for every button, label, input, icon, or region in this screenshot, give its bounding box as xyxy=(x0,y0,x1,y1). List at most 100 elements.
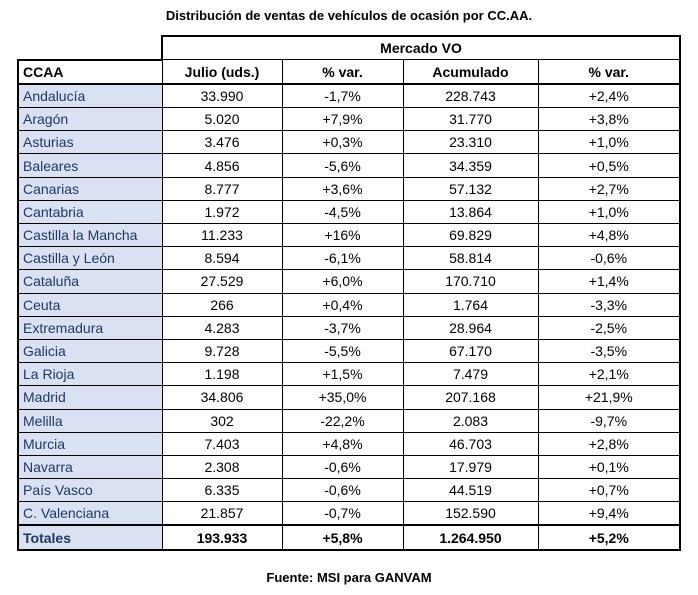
cell-cumulative: 13.864 xyxy=(402,199,539,225)
cell-cumulative: 58.814 xyxy=(402,246,539,271)
cell-july: 33.990 xyxy=(161,83,283,109)
cell-july: 4.856 xyxy=(161,153,283,178)
table-row: Ceuta 266 +0,4% 1.764 -3,3% xyxy=(17,292,682,317)
cell-july-var: +16% xyxy=(281,222,404,248)
table-row: Asturias 3.476 +0,3% 23.310 +1,0% xyxy=(17,130,682,155)
cell-july: 1.198 xyxy=(161,362,283,387)
cell-cumulative: 17.979 xyxy=(402,454,539,480)
cell-region: Cantabria xyxy=(17,199,163,225)
cell-july: 8.594 xyxy=(161,246,283,271)
cell-cumulative-var: +1,4% xyxy=(537,269,682,294)
cell-cumulative-var: +21,9% xyxy=(537,385,682,410)
cell-july-var: +1,5% xyxy=(281,362,404,387)
cell-cumulative-var: +2,8% xyxy=(537,431,682,456)
table-row: Andalucía 33.990 -1,7% 228.743 +2,4% xyxy=(17,83,682,109)
cell-july: 21.857 xyxy=(161,501,283,526)
table-row: País Vasco 6.335 -0,6% 44.519 +0,7% xyxy=(17,478,682,503)
totals-cumulative: 1.264.950 xyxy=(402,524,539,551)
table-row: Navarra 2.308 -0,6% 17.979 +0,1% xyxy=(17,454,682,480)
column-header-cumulative-var: % var. xyxy=(537,59,682,85)
cell-july: 27.529 xyxy=(161,269,283,294)
cell-region: Asturias xyxy=(17,130,163,155)
totals-row: Totales 193.933 +5,8% 1.264.950 +5,2% xyxy=(17,524,682,551)
table-row: Castilla y León 8.594 -6,1% 58.814 -0,6% xyxy=(17,246,682,271)
totals-cumulative-var: +5,2% xyxy=(537,524,682,551)
cell-july: 9.728 xyxy=(161,338,283,364)
cell-region: Baleares xyxy=(17,153,163,178)
column-header-cumulative: Acumulado xyxy=(402,59,539,85)
cell-july-var: +0,3% xyxy=(281,130,404,155)
cell-july: 3.476 xyxy=(161,130,283,155)
cell-july: 34.806 xyxy=(161,385,283,410)
cell-region: Galicia xyxy=(17,338,163,364)
cell-july-var: -0,7% xyxy=(281,501,404,526)
cell-cumulative: 44.519 xyxy=(402,478,539,503)
cell-cumulative-var: +3,8% xyxy=(537,107,682,132)
cell-july: 302 xyxy=(161,408,283,433)
source-note: Fuente: MSI para GANVAM xyxy=(266,570,432,585)
cell-cumulative-var: -0,6% xyxy=(537,246,682,271)
cell-july: 1.972 xyxy=(161,199,283,225)
cell-july-var: +3,6% xyxy=(281,176,404,201)
cell-cumulative: 46.703 xyxy=(402,431,539,456)
cell-july-var: +0,4% xyxy=(281,292,404,317)
cell-cumulative-var: +0,7% xyxy=(537,478,682,503)
table-row: La Rioja 1.198 +1,5% 7.479 +2,1% xyxy=(17,362,682,387)
cell-cumulative: 152.590 xyxy=(402,501,539,526)
cell-region: Andalucía xyxy=(17,83,163,109)
cell-july-var: -6,1% xyxy=(281,246,404,271)
cell-july: 8.777 xyxy=(161,176,283,201)
cell-cumulative: 228.743 xyxy=(402,83,539,109)
totals-label: Totales xyxy=(17,524,163,551)
cell-cumulative-var: -2,5% xyxy=(537,315,682,340)
cell-july-var: -3,7% xyxy=(281,315,404,340)
cell-july: 5.020 xyxy=(161,107,283,132)
cell-july: 266 xyxy=(161,292,283,317)
cell-july-var: -22,2% xyxy=(281,408,404,433)
table-row: C. Valenciana 21.857 -0,7% 152.590 +9,4% xyxy=(17,501,682,526)
cell-region: Ceuta xyxy=(17,292,163,317)
cell-july: 6.335 xyxy=(161,478,283,503)
totals-july: 193.933 xyxy=(161,524,283,551)
table-row: Murcia 7.403 +4,8% 46.703 +2,8% xyxy=(17,431,682,456)
cell-cumulative: 23.310 xyxy=(402,130,539,155)
table-row: Canarias 8.777 +3,6% 57.132 +2,7% xyxy=(17,176,682,201)
cell-cumulative: 207.168 xyxy=(402,385,539,410)
cell-cumulative: 7.479 xyxy=(402,362,539,387)
cell-cumulative-var: +4,8% xyxy=(537,222,682,248)
cell-region: Castilla la Mancha xyxy=(17,222,163,248)
cell-region: Aragón xyxy=(17,107,163,132)
sales-table: Mercado VO CCAA Julio (uds.) % var. Acum… xyxy=(17,35,682,551)
table-title: Distribución de ventas de vehículos de o… xyxy=(165,8,533,23)
cell-july-var: -4,5% xyxy=(281,199,404,225)
cell-cumulative-var: +0,1% xyxy=(537,454,682,480)
cell-region: Canarias xyxy=(17,176,163,201)
cell-july: 7.403 xyxy=(161,431,283,456)
table-row: Aragón 5.020 +7,9% 31.770 +3,8% xyxy=(17,107,682,132)
table-row: Cantabria 1.972 -4,5% 13.864 +1,0% xyxy=(17,199,682,225)
cell-cumulative-var: -9,7% xyxy=(537,408,682,433)
column-header-july: Julio (uds.) xyxy=(161,59,283,85)
cell-region: La Rioja xyxy=(17,362,163,387)
table-row: Melilla 302 -22,2% 2.083 -9,7% xyxy=(17,408,682,433)
column-header-row: CCAA Julio (uds.) % var. Acumulado % var… xyxy=(17,58,682,85)
cell-region: C. Valenciana xyxy=(17,501,163,526)
cell-cumulative-var: +2,7% xyxy=(537,176,682,201)
cell-region: Melilla xyxy=(17,408,163,433)
column-header-region: CCAA xyxy=(17,58,163,85)
market-label: Mercado VO xyxy=(160,35,682,61)
table-body: Andalucía 33.990 -1,7% 228.743 +2,4% Aragón 5.… xyxy=(17,83,682,526)
cell-region: País Vasco xyxy=(17,478,163,503)
cell-cumulative-var: +1,0% xyxy=(537,199,682,225)
cell-region: Castilla y León xyxy=(17,246,163,271)
cell-july-var: -0,6% xyxy=(281,478,404,503)
cell-july-var: +4,8% xyxy=(281,431,404,456)
cell-july-var: -1,7% xyxy=(281,83,404,109)
cell-cumulative: 69.829 xyxy=(402,222,539,248)
table-row: Castilla la Mancha 11.233 +16% 69.829 +4,8% xyxy=(17,222,682,248)
cell-region: Murcia xyxy=(17,431,163,456)
cell-cumulative: 57.132 xyxy=(402,176,539,201)
cell-cumulative: 34.359 xyxy=(402,153,539,178)
cell-july-var: -5,6% xyxy=(281,153,404,178)
empty-corner-cell xyxy=(18,36,163,60)
